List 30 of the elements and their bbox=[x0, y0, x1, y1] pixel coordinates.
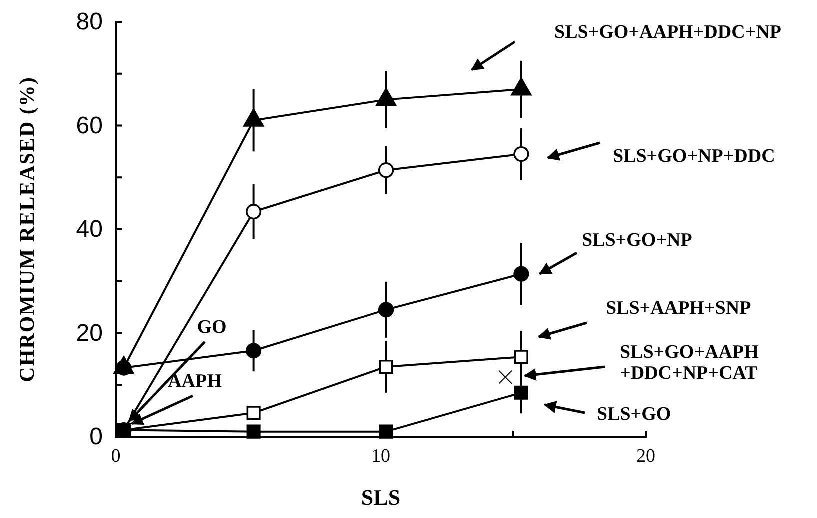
point bbox=[514, 386, 528, 400]
point bbox=[498, 370, 512, 384]
point bbox=[378, 162, 394, 178]
x-tick-label: 0 bbox=[111, 446, 121, 467]
point bbox=[514, 350, 528, 364]
y-tick-label: 60 bbox=[76, 112, 103, 140]
legend-label: SLS+GO+AAPH+DDC+NP+CAT bbox=[620, 342, 760, 384]
text: SLS+GO+NP bbox=[582, 230, 693, 251]
x-tick-label: 20 bbox=[636, 446, 656, 467]
legend-label: SLS+GO bbox=[597, 404, 672, 425]
point bbox=[246, 424, 261, 439]
y-axis-title: CHROMIUM RELEASED (%) bbox=[15, 76, 39, 382]
x-axis-title: SLS bbox=[361, 485, 401, 510]
annotation: GO bbox=[197, 317, 227, 338]
point bbox=[379, 360, 394, 374]
point bbox=[514, 146, 530, 162]
legend-label: SLS+GO+NP+DDC bbox=[613, 146, 776, 167]
point bbox=[378, 302, 394, 318]
point bbox=[246, 204, 262, 220]
text: SLS+GO+AAPH+DDC+NP bbox=[554, 22, 782, 43]
y-tick-label: 20 bbox=[76, 320, 103, 347]
text: SLS+AAPH+SNP bbox=[606, 298, 752, 319]
y-tick-label: 80 bbox=[76, 8, 103, 36]
point bbox=[246, 406, 261, 420]
y-tick-label: 40 bbox=[76, 216, 103, 244]
annotation: AAPH bbox=[168, 371, 222, 392]
x-tick-label: 10 bbox=[372, 446, 390, 467]
point bbox=[246, 343, 262, 359]
point bbox=[379, 424, 394, 439]
point bbox=[514, 266, 530, 282]
